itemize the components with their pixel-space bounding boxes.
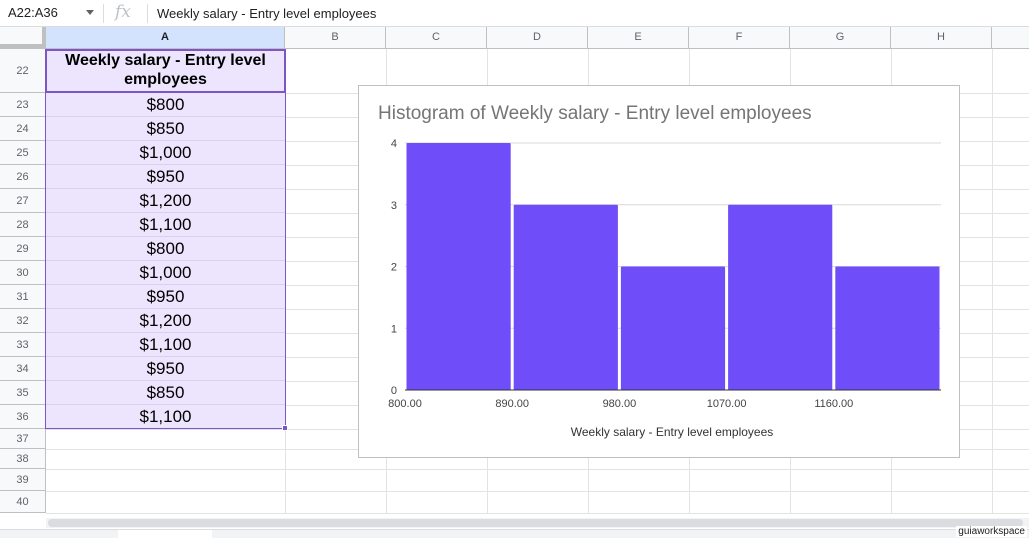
watermark: guiaworkspace [956,526,1027,537]
salary-cell[interactable]: $850 [46,117,285,141]
sheet-tab-bar [0,529,1029,538]
x-tick-label: 1070.00 [707,398,747,410]
salary-cell[interactable]: $850 [46,381,285,405]
salary-cell[interactable]: $1,200 [46,309,285,333]
row-header-28[interactable]: 28 [0,213,46,237]
row-header-26[interactable]: 26 [0,165,46,189]
x-tick-label: 890.00 [495,398,529,410]
sheet-tab[interactable] [118,530,212,538]
y-tick-label: 0 [391,385,397,397]
salary-cell[interactable]: $950 [46,165,285,189]
salary-cell[interactable]: $1,000 [46,261,285,285]
scrollbar-thumb[interactable] [48,519,1023,527]
divider [103,4,104,23]
row-header-22[interactable]: 22 [0,49,46,93]
row-header-31[interactable]: 31 [0,285,46,309]
column-header-e[interactable]: E [588,27,689,48]
histogram-chart[interactable]: Histogram of Weekly salary - Entry level… [358,85,960,458]
column-header-bar: A B C D E F G H [0,27,1029,49]
fill-handle[interactable] [282,425,288,431]
name-box-value: A22:A36 [8,5,58,20]
name-box[interactable]: A22:A36 [0,2,102,25]
salary-cell[interactable]: $1,100 [46,405,285,429]
row-header-32[interactable]: 32 [0,309,46,333]
histogram-bar [406,143,511,390]
x-tick-label: 980.00 [603,398,637,410]
row-header-35[interactable]: 35 [0,381,46,405]
y-tick-label: 4 [391,138,397,150]
row-header-25[interactable]: 25 [0,141,46,165]
horizontal-scrollbar[interactable] [46,518,1029,528]
row-header-37[interactable]: 37 [0,429,46,449]
histogram-bar [620,266,726,390]
column-header-g[interactable]: G [790,27,891,48]
salary-cell[interactable]: $800 [46,237,285,261]
y-tick-label: 2 [391,262,397,274]
chart-plot: 0 1 2 3 4 800.00 890.00 980.00 1070.00 1160.00 Wee… [388,138,941,439]
x-tick-label: 800.00 [388,398,422,410]
histogram-bar [835,266,940,390]
row-header-36[interactable]: 36 [0,405,46,429]
salary-cell[interactable]: $800 [46,93,285,117]
salary-cell[interactable]: $1,100 [46,213,285,237]
salary-cell[interactable]: $1,000 [46,141,285,165]
row-header-34[interactable]: 34 [0,357,46,381]
row-header-24[interactable]: 24 [0,117,46,141]
row-header-39[interactable]: 39 [0,469,46,491]
header-cell-a22[interactable]: Weekly salary - Entry level employees [46,49,285,93]
y-tick-label: 3 [391,200,397,212]
chart-title: Histogram of Weekly salary - Entry level… [378,103,812,124]
divider [147,4,148,23]
column-header-d[interactable]: D [487,27,588,48]
x-tick-label: 1160.00 [814,398,853,410]
column-header-h[interactable]: H [891,27,992,48]
salary-cell[interactable]: $950 [46,357,285,381]
column-header-c[interactable]: C [386,27,487,48]
function-icon: fx [115,2,131,22]
row-header-27[interactable]: 27 [0,189,46,213]
formula-input[interactable]: Weekly salary - Entry level employees [157,6,377,21]
select-all-corner[interactable] [0,27,46,48]
x-axis-title: Weekly salary - Entry level employees [571,425,774,439]
histogram-bar [513,204,618,390]
row-header-23[interactable]: 23 [0,93,46,117]
chevron-down-icon[interactable] [86,10,94,15]
row-header-38[interactable]: 38 [0,449,46,469]
column-header-b[interactable]: B [285,27,386,48]
row-header-40[interactable]: 40 [0,491,46,513]
salary-cell[interactable]: $950 [46,285,285,309]
y-tick-label: 1 [391,323,397,335]
salary-cell[interactable]: $1,200 [46,189,285,213]
histogram-bar [728,204,833,390]
salary-cell[interactable]: $1,100 [46,333,285,357]
formula-bar: A22:A36 fx Weekly salary - Entry level e… [0,0,1029,27]
column-header-a[interactable]: A [46,27,285,48]
row-header-29[interactable]: 29 [0,237,46,261]
column-header-f[interactable]: F [689,27,790,48]
row-header-33[interactable]: 33 [0,333,46,357]
row-header-30[interactable]: 30 [0,261,46,285]
